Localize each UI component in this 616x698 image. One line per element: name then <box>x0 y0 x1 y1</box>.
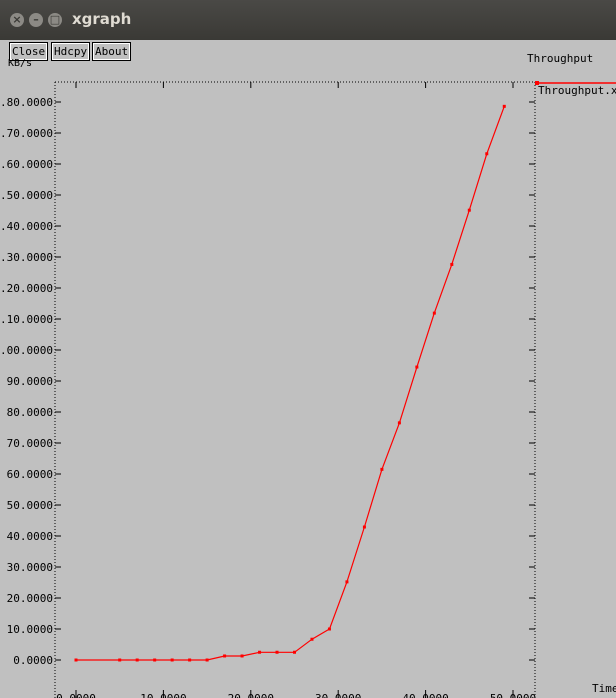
y-tick-label: .00.0000 <box>0 344 53 357</box>
data-point <box>432 311 436 315</box>
y-tick-label: .30.0000 <box>0 251 53 264</box>
data-point <box>397 421 401 425</box>
data-point <box>380 467 384 471</box>
data-point <box>362 525 366 529</box>
data-point <box>188 658 192 662</box>
data-point <box>345 580 349 584</box>
data-point <box>153 658 157 662</box>
y-tick-label: .10.0000 <box>0 313 53 326</box>
data-point <box>258 650 262 654</box>
y-tick-label: 30.0000 <box>7 561 53 574</box>
x-tick-label: 20.0000 <box>228 692 274 698</box>
data-point <box>240 654 244 658</box>
y-tick-label: 80.0000 <box>7 406 53 419</box>
x-tick-label: 50.0000 <box>490 692 536 698</box>
window-maximize-icon[interactable]: □ <box>48 13 62 27</box>
y-tick-label: .20.0000 <box>0 282 53 295</box>
close-button[interactable]: Close <box>9 42 49 61</box>
data-point <box>118 658 122 662</box>
data-point <box>275 650 279 654</box>
x-tick-label: 40.0000 <box>402 692 448 698</box>
y-tick-label: .40.0000 <box>0 220 53 233</box>
y-tick-label: 20.0000 <box>7 592 53 605</box>
y-tick-label: 0.0000 <box>13 654 53 667</box>
data-point <box>223 654 227 658</box>
data-point <box>415 365 419 369</box>
y-tick-label: 50.0000 <box>7 499 53 512</box>
data-point <box>502 104 506 108</box>
hdcpy-button[interactable]: Hdcpy <box>51 42 91 61</box>
y-tick-label: 40.0000 <box>7 530 53 543</box>
y-tick-label: 70.0000 <box>7 437 53 450</box>
data-point <box>170 658 174 662</box>
y-tick-label: 10.0000 <box>7 623 53 636</box>
data-point <box>205 658 209 662</box>
x-tick-label: 10.0000 <box>140 692 186 698</box>
data-point <box>293 650 296 654</box>
y-tick-label: 60.0000 <box>7 468 53 481</box>
data-point <box>450 262 454 266</box>
legend-label: Throughput.xg <box>538 84 616 97</box>
y-tick-label: 90.0000 <box>7 375 53 388</box>
y-tick-label: .70.0000 <box>0 127 53 140</box>
data-point <box>310 637 314 641</box>
y-tick-label: .60.0000 <box>0 158 53 171</box>
x-tick-label: 30.0000 <box>315 692 361 698</box>
data-point <box>327 627 331 631</box>
data-point <box>485 152 489 156</box>
about-button[interactable]: About <box>92 42 132 61</box>
legend-marker <box>535 81 539 85</box>
window-titlebar: × – □ xgraph <box>0 0 616 40</box>
graph-title: Throughput <box>527 52 594 65</box>
window-close-icon[interactable]: × <box>10 13 24 27</box>
series-line <box>76 106 505 661</box>
x-tick-label: 0.0000 <box>56 692 96 698</box>
x-axis-label: Time <box>592 682 616 695</box>
y-axis-label: KB/s <box>8 58 33 69</box>
data-point <box>467 208 471 212</box>
y-tick-label: .80.0000 <box>0 96 53 109</box>
y-tick-label: .50.0000 <box>0 189 53 202</box>
window-minimize-icon[interactable]: – <box>29 13 43 27</box>
window-title: xgraph <box>72 10 132 28</box>
data-point <box>135 658 139 662</box>
data-point <box>74 658 78 662</box>
